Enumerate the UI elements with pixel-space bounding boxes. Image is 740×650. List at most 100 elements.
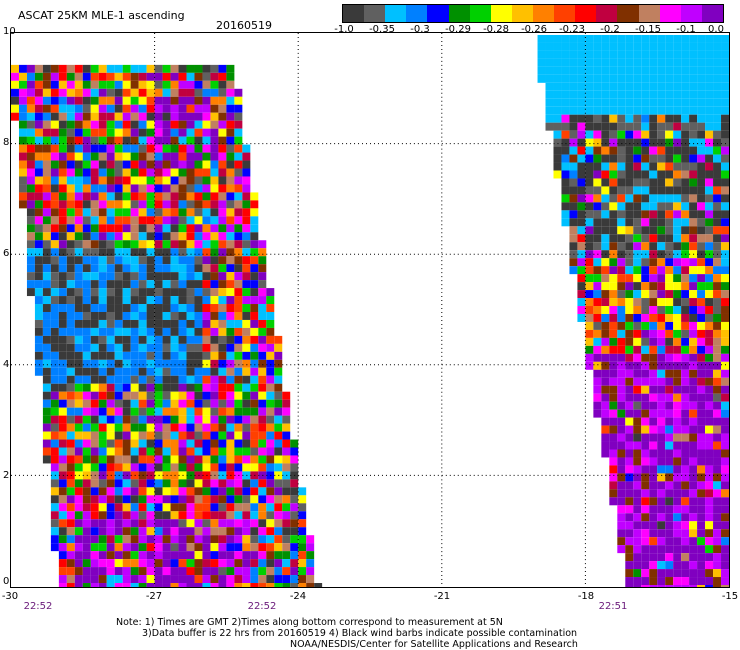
swath-cell (665, 226, 674, 235)
swath-cell (649, 34, 658, 43)
swath-cell (705, 170, 714, 179)
swath-cell (186, 335, 195, 344)
swath-cell (186, 375, 195, 384)
swath-cell (242, 551, 251, 560)
swath-cell (90, 128, 99, 137)
swath-cell (681, 234, 690, 243)
swath-cell (665, 42, 674, 51)
swath-cell (625, 481, 634, 490)
swath-cell (34, 264, 43, 273)
swath-cell (641, 369, 650, 378)
swath-cell (154, 567, 163, 576)
swath-cell (641, 178, 650, 187)
swath-cell (713, 98, 722, 107)
swath-cell (178, 256, 187, 265)
swath-cell (50, 288, 59, 297)
swath-cell (50, 447, 59, 456)
swath-cell (218, 232, 227, 241)
swath-cell (226, 495, 235, 504)
swath-cell (162, 88, 171, 97)
swath-cell (705, 306, 714, 314)
swath-cell (625, 306, 634, 314)
swath-cell (98, 144, 107, 153)
swath-cell (242, 583, 251, 587)
swath-cell (234, 232, 243, 241)
swath-cell (218, 559, 227, 568)
swath-cell (170, 152, 179, 161)
swath-cell (178, 559, 187, 568)
swath-cell (210, 439, 219, 448)
swath-cell (202, 535, 211, 544)
swath-cell (697, 42, 706, 51)
swath-cell (90, 407, 99, 416)
swath-cell (697, 401, 706, 410)
swath-cell (266, 455, 275, 464)
swath-cell (601, 154, 610, 163)
swath-cell (609, 337, 618, 346)
swath-cell (122, 144, 131, 153)
swath-cell (74, 184, 83, 193)
swath-cell (50, 136, 59, 145)
swath-cell (226, 359, 235, 368)
swath-cell (114, 335, 123, 344)
swath-cell (665, 274, 674, 283)
swath-cell (713, 449, 722, 458)
swath-cell (681, 42, 690, 51)
swath-cell (202, 351, 211, 360)
swath-cell (226, 176, 235, 185)
swath-cell (58, 216, 67, 225)
swath-cell (122, 288, 131, 297)
swath-cell (649, 425, 658, 434)
swath-cell (681, 417, 690, 426)
swath-cell (154, 80, 163, 89)
swath-cell (42, 192, 51, 201)
swath-cell (649, 98, 658, 107)
swath-cell (561, 122, 570, 131)
swath-cell (154, 160, 163, 169)
swath-cell (178, 487, 187, 496)
swath-cell (114, 455, 123, 464)
swath-cell (98, 176, 107, 185)
swath-cell (226, 447, 235, 456)
swath-cell (274, 431, 283, 440)
swath-cell (681, 218, 690, 227)
swath-cell (609, 449, 618, 458)
swath-cell (314, 583, 323, 587)
swath-cell (665, 561, 674, 570)
swath-cell (82, 487, 91, 496)
swath-cell (601, 234, 610, 243)
swath-cell (50, 375, 59, 384)
swath-cell (577, 138, 586, 147)
swath-cell (673, 433, 682, 442)
swath-cell (226, 351, 235, 360)
swath-cell (585, 210, 594, 219)
swath-cell (90, 343, 99, 352)
swath-cell (617, 162, 626, 171)
swath-cell (250, 264, 259, 273)
swath-cell (609, 377, 618, 386)
swath-cell (42, 200, 51, 209)
swath-cell (130, 351, 139, 360)
swath-cell (250, 495, 259, 504)
swath-cell (577, 98, 586, 107)
swath-cell (66, 407, 75, 416)
swath-cell (66, 192, 75, 201)
swath-cell (593, 361, 602, 370)
swath-cell (50, 455, 59, 464)
legend-swatch (701, 5, 723, 22)
swath-cell (218, 503, 227, 512)
swath-cell (34, 168, 43, 177)
swath-cell (593, 50, 602, 59)
swath-cell (641, 66, 650, 75)
swath-cell (641, 34, 650, 43)
swath-cell (633, 521, 642, 530)
swath-cell (689, 585, 698, 587)
swath-cell (274, 447, 283, 456)
swath-cell (633, 122, 642, 131)
swath-cell (154, 280, 163, 289)
swath-cell (705, 345, 714, 354)
swath-cell (713, 282, 722, 291)
swath-cell (657, 489, 666, 498)
swath-cell (617, 74, 626, 83)
swath-cell (42, 232, 51, 241)
